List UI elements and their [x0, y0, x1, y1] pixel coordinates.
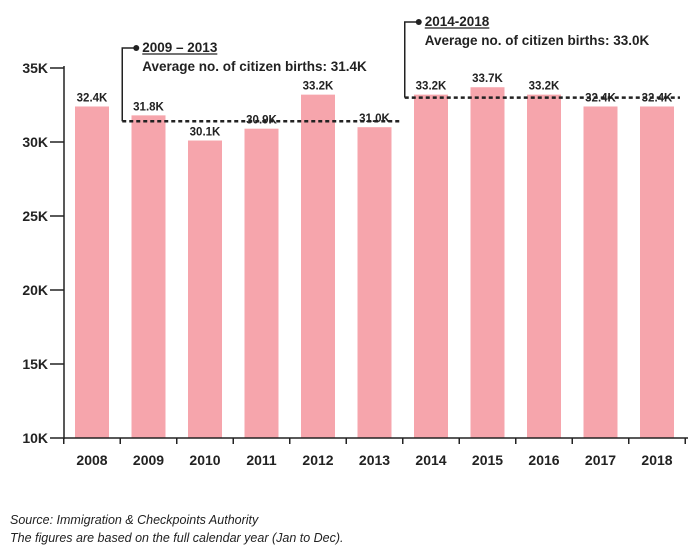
callout-connector-2 [404, 21, 419, 98]
bar-2016 [527, 94, 561, 438]
bar-2013 [357, 127, 392, 438]
data-label-2012: 33.2K [303, 81, 334, 93]
bar-2011 [244, 128, 279, 438]
bars-group [75, 87, 674, 439]
y-tick-label: 35K [22, 60, 48, 76]
x-tick-label-2014: 2014 [415, 452, 446, 468]
bar-2009 [131, 115, 166, 439]
callout-dot-2 [415, 19, 422, 25]
data-label-2011: 30.9K [246, 115, 277, 127]
data-label-2009: 31.8K [133, 101, 164, 113]
data-label-2010: 30.1K [190, 127, 221, 139]
y-tick-label: 15K [22, 356, 48, 372]
bar-2014 [414, 94, 448, 438]
footer: Source: Immigration & Checkpoints Author… [10, 511, 344, 547]
data-label-2016: 33.2K [529, 81, 560, 93]
x-tick-label-2015: 2015 [472, 452, 503, 468]
x-tick-label-2013: 2013 [359, 452, 390, 468]
x-tick-label-2016: 2016 [528, 452, 559, 468]
x-tick-label-2018: 2018 [641, 452, 672, 468]
labels-group: 10K 15K 20K 25K 30K 35K 2008 2009 2010 2011 2012 20… [22, 60, 673, 468]
data-label-2013: 31.0K [359, 113, 390, 125]
bar-chart: 10K 15K 20K 25K 30K 35K 2008 2009 2010 2011 2012 20… [22, 14, 688, 468]
x-tick-label-2010: 2010 [189, 452, 220, 468]
callout-dot-1 [133, 45, 140, 51]
x-tick-label-2009: 2009 [133, 452, 164, 468]
annotations-group: 2009 – 2013 Average no. of citizen births… [121, 14, 680, 123]
bar-2018 [640, 106, 674, 438]
data-label-2008: 32.4K [77, 92, 108, 104]
bar-2012 [301, 94, 335, 438]
x-tick-label-2017: 2017 [585, 452, 616, 468]
annotation-text-2: Average no. of citizen births: 33.0K [425, 33, 650, 48]
annotation-period-2: 2014-2018 [425, 14, 490, 29]
data-label-2015: 33.7K [472, 73, 503, 85]
annotation-period-1: 2009 – 2013 [142, 40, 218, 55]
footnote-text: The figures are based on the full calend… [10, 531, 344, 545]
axes-group [50, 66, 688, 444]
bar-2017 [583, 106, 618, 438]
bar-2010 [188, 140, 222, 438]
bar-2008 [75, 106, 109, 438]
source-text: Source: Immigration & Checkpoints Author… [10, 513, 259, 527]
x-tick-label-2012: 2012 [302, 452, 333, 468]
bar-2015 [470, 87, 505, 439]
y-tick-label: 20K [22, 282, 48, 298]
y-tick-label: 25K [22, 208, 48, 224]
annotation-text-1: Average no. of citizen births: 31.4K [142, 59, 367, 74]
x-tick-label-2011: 2011 [246, 452, 277, 468]
y-tick-label: 10K [22, 430, 48, 446]
data-label-2014: 33.2K [416, 81, 447, 93]
x-tick-label-2008: 2008 [76, 452, 107, 468]
callout-connector-1 [121, 47, 137, 122]
y-tick-label: 30K [22, 134, 48, 150]
